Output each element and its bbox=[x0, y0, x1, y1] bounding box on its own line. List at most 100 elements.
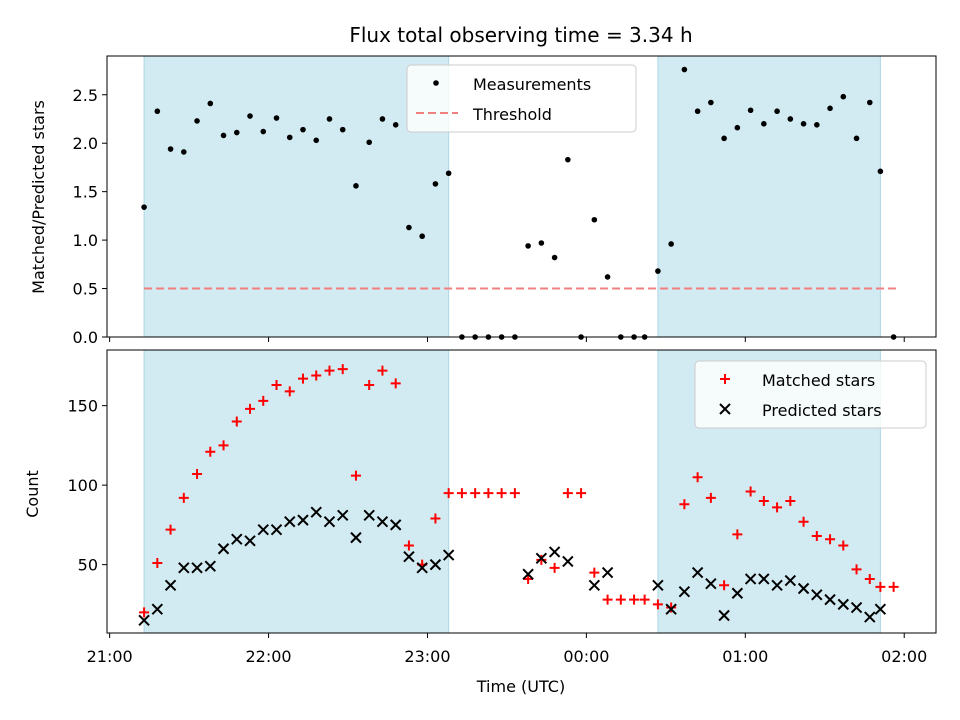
measurement-point bbox=[668, 241, 674, 247]
measurement-point bbox=[866, 99, 873, 106]
matched-stars-point bbox=[629, 594, 640, 605]
matched-stars-point bbox=[705, 492, 716, 503]
matched-stars-point bbox=[679, 499, 690, 510]
predicted-stars-point bbox=[874, 603, 887, 615]
matched-stars-point bbox=[390, 378, 401, 389]
legend-label-matched: Matched stars bbox=[762, 371, 875, 390]
bottom-axes: 50 100 150 21:00 22:00 23:00 00:00 01:00 02:00 Ma… bbox=[67, 349, 937, 666]
matched-stars-point bbox=[470, 488, 481, 499]
matched-stars-point bbox=[483, 488, 494, 499]
matched-stars-point bbox=[218, 440, 229, 451]
measurement-point bbox=[379, 116, 386, 122]
matched-stars-point bbox=[772, 502, 783, 513]
matched-stars-point bbox=[509, 488, 520, 499]
measurement-point bbox=[538, 240, 545, 246]
matched-stars-point bbox=[798, 516, 809, 527]
measurement-point bbox=[181, 149, 187, 155]
matched-stars-point bbox=[888, 581, 899, 592]
predicted-stars-point bbox=[588, 579, 601, 592]
y-tick-label: 2.0 bbox=[73, 134, 98, 153]
predicted-stars-point bbox=[784, 574, 797, 587]
predicted-stars-point bbox=[548, 546, 561, 558]
measurement-point bbox=[419, 233, 425, 240]
matched-stars-point bbox=[456, 488, 467, 499]
measurement-point bbox=[591, 216, 598, 223]
measurement-point bbox=[445, 170, 452, 177]
predicted-stars-point bbox=[678, 585, 691, 598]
matched-stars-point bbox=[284, 386, 295, 397]
matched-stars-point bbox=[523, 573, 534, 584]
matched-stars-point bbox=[745, 486, 756, 497]
matched-stars-point bbox=[205, 446, 216, 457]
legend: Measurements Threshold bbox=[406, 64, 637, 133]
matched-stars-point bbox=[430, 513, 441, 524]
measurement-point bbox=[800, 121, 807, 127]
predicted-stars-point bbox=[864, 611, 876, 623]
predicted-stars-point bbox=[652, 579, 664, 592]
matched-stars-point bbox=[851, 564, 862, 575]
matched-stars-point bbox=[838, 540, 849, 551]
matched-stars-point bbox=[297, 373, 308, 384]
predicted-stars-point bbox=[837, 598, 850, 611]
predicted-stars-point bbox=[811, 589, 823, 601]
measurement-point bbox=[247, 113, 253, 119]
measurement-point bbox=[551, 254, 558, 261]
measurement-point bbox=[604, 274, 611, 280]
measurement-point bbox=[747, 107, 754, 114]
top-axes: 0.0 0.5 1.0 1.5 2.0 2.5 Measurements Threshold bbox=[73, 55, 937, 347]
measurement-point bbox=[877, 168, 884, 175]
predicted-stars-point bbox=[403, 550, 415, 563]
x-tick-label: 00:00 bbox=[563, 647, 609, 666]
legend-box bbox=[406, 64, 637, 133]
predicted-stars-point bbox=[350, 531, 362, 544]
legend-predicted-marker bbox=[719, 403, 731, 415]
matched-stars-point bbox=[496, 488, 507, 499]
predicted-stars-point bbox=[705, 578, 717, 590]
top-y-axis-label: Matched/Predicted stars bbox=[29, 100, 48, 294]
y-tick-label: 0.0 bbox=[73, 328, 98, 347]
measurement-point bbox=[300, 126, 306, 133]
matched-stars-point bbox=[377, 365, 388, 376]
measurement-point bbox=[392, 121, 399, 128]
bottom-y-axis-label: Count bbox=[23, 470, 42, 518]
predicted-stars-point bbox=[758, 573, 770, 585]
matched-stars-point bbox=[192, 469, 203, 480]
x-tick-label: 02:00 bbox=[881, 647, 927, 666]
measurement-point bbox=[774, 108, 780, 115]
predicted-stars-point bbox=[718, 609, 730, 622]
matched-stars-point bbox=[350, 470, 361, 481]
y-tick-label: 150 bbox=[67, 397, 98, 416]
measurement-point bbox=[734, 124, 741, 131]
legend-box bbox=[694, 360, 927, 429]
matched-stars-point bbox=[152, 558, 163, 569]
predicted-stars-point bbox=[178, 562, 190, 574]
matched-stars-point bbox=[785, 496, 796, 507]
measurement-point bbox=[853, 135, 860, 142]
predicted-stars-point bbox=[297, 514, 309, 526]
predicted-stars-point bbox=[204, 560, 217, 572]
legend-label-predicted: Predicted stars bbox=[762, 401, 882, 420]
measurement-point bbox=[260, 128, 267, 135]
predicted-stars-point bbox=[138, 614, 150, 626]
measurement-point bbox=[787, 116, 794, 122]
observing-window-2 bbox=[657, 55, 881, 338]
predicted-stars-point bbox=[691, 566, 704, 579]
matched-stars-point bbox=[536, 554, 547, 565]
measurement-point bbox=[339, 126, 346, 133]
predicted-stars-point bbox=[310, 506, 322, 518]
y-tick-label: 50 bbox=[78, 556, 98, 575]
measurement-point bbox=[708, 99, 714, 106]
measurement-point bbox=[353, 183, 359, 189]
x-axis-label: Time (UTC) bbox=[476, 677, 565, 696]
measurement-point bbox=[840, 93, 847, 100]
matched-stars-point bbox=[231, 416, 242, 427]
predicted-stars-point bbox=[191, 562, 203, 574]
predicted-stars-point bbox=[376, 516, 389, 528]
measurement-point bbox=[761, 121, 767, 127]
matched-stars-point bbox=[245, 403, 256, 414]
observing-window-1 bbox=[143, 349, 450, 634]
y-tick-label: 100 bbox=[67, 476, 98, 495]
measurement-point bbox=[313, 137, 320, 144]
predicted-stars-point bbox=[731, 587, 744, 599]
